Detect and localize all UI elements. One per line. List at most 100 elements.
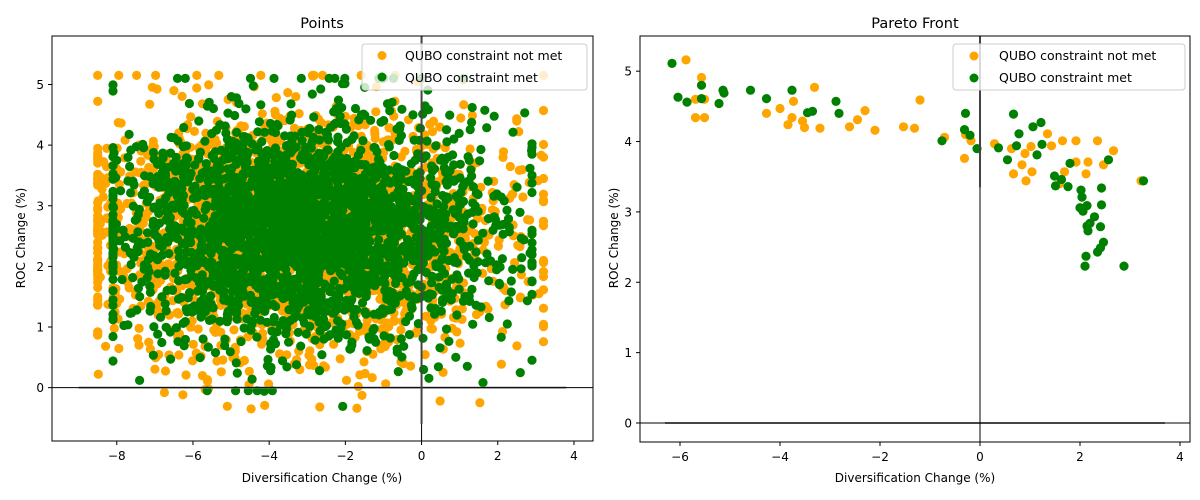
data-point bbox=[151, 222, 161, 232]
data-point bbox=[157, 242, 167, 252]
data-point bbox=[353, 320, 363, 330]
data-point bbox=[286, 99, 296, 109]
data-point bbox=[534, 289, 544, 299]
data-point bbox=[455, 236, 465, 247]
data-point bbox=[138, 139, 148, 149]
data-point bbox=[170, 268, 180, 278]
data-point bbox=[222, 317, 232, 327]
data-point bbox=[355, 204, 365, 214]
data-point bbox=[93, 225, 103, 235]
data-point bbox=[166, 354, 176, 364]
data-point bbox=[194, 116, 204, 126]
data-point bbox=[441, 324, 452, 334]
data-point bbox=[522, 296, 533, 306]
data-point bbox=[146, 301, 156, 312]
data-point bbox=[420, 350, 430, 360]
data-point bbox=[256, 100, 266, 110]
data-point bbox=[284, 337, 294, 347]
data-point bbox=[506, 287, 516, 297]
data-point bbox=[134, 323, 144, 333]
data-point bbox=[174, 261, 184, 271]
data-point bbox=[385, 333, 395, 343]
data-point bbox=[396, 152, 406, 162]
data-point bbox=[255, 315, 266, 325]
data-point bbox=[157, 250, 167, 260]
data-point bbox=[488, 225, 498, 235]
data-point bbox=[161, 322, 171, 332]
data-point bbox=[149, 154, 159, 164]
data-point bbox=[315, 246, 325, 256]
data-point bbox=[150, 229, 160, 239]
data-point bbox=[198, 334, 208, 344]
data-point bbox=[370, 133, 380, 144]
data-point bbox=[187, 316, 197, 326]
data-point bbox=[150, 364, 160, 374]
data-point bbox=[108, 262, 118, 272]
data-point bbox=[444, 336, 454, 346]
data-point bbox=[435, 396, 445, 406]
data-point bbox=[293, 294, 303, 304]
data-point bbox=[257, 109, 267, 119]
data-point bbox=[117, 274, 127, 285]
data-point bbox=[209, 184, 220, 194]
data-point bbox=[468, 198, 478, 208]
data-point bbox=[291, 231, 301, 241]
data-point bbox=[396, 131, 406, 141]
data-point bbox=[185, 234, 195, 244]
data-point bbox=[206, 291, 216, 301]
data-point bbox=[145, 281, 155, 291]
data-point bbox=[382, 294, 392, 304]
data-point bbox=[294, 109, 304, 119]
data-point bbox=[159, 387, 169, 398]
data-point bbox=[214, 70, 224, 80]
data-point bbox=[222, 134, 232, 144]
data-point bbox=[291, 92, 301, 102]
data-point bbox=[513, 240, 523, 250]
data-point bbox=[256, 70, 266, 80]
data-point bbox=[397, 104, 407, 114]
data-point bbox=[486, 256, 496, 266]
data-point bbox=[504, 296, 514, 306]
data-point bbox=[419, 364, 429, 375]
data-point bbox=[525, 163, 535, 173]
data-point bbox=[193, 324, 203, 334]
data-point bbox=[367, 373, 377, 383]
data-point bbox=[145, 99, 155, 109]
data-point bbox=[389, 316, 399, 326]
data-point bbox=[389, 150, 399, 161]
data-point bbox=[355, 370, 365, 380]
data-point bbox=[257, 184, 267, 194]
data-point bbox=[527, 139, 537, 149]
data-point bbox=[498, 152, 508, 162]
data-point bbox=[508, 264, 518, 274]
data-point bbox=[305, 310, 315, 320]
data-point bbox=[217, 262, 227, 272]
data-point bbox=[178, 318, 188, 328]
data-point bbox=[518, 192, 528, 202]
data-point bbox=[248, 81, 258, 91]
data-point bbox=[147, 82, 157, 92]
data-point bbox=[473, 206, 483, 216]
data-point bbox=[504, 227, 514, 237]
data-point bbox=[200, 136, 210, 146]
data-point bbox=[145, 172, 155, 182]
data-point bbox=[151, 70, 161, 80]
data-point bbox=[538, 337, 549, 347]
data-point bbox=[538, 322, 549, 332]
data-point bbox=[275, 283, 285, 293]
data-point bbox=[296, 73, 306, 83]
data-point bbox=[467, 171, 477, 181]
data-point bbox=[427, 127, 437, 137]
data-point bbox=[489, 212, 499, 222]
data-point bbox=[123, 152, 133, 162]
data-point bbox=[326, 122, 336, 132]
data-point bbox=[329, 107, 339, 117]
data-point bbox=[415, 234, 425, 244]
data-point bbox=[108, 219, 118, 229]
data-point bbox=[413, 280, 423, 290]
data-point bbox=[108, 300, 118, 310]
data-point bbox=[476, 302, 486, 312]
data-point bbox=[93, 70, 103, 80]
data-point bbox=[187, 206, 197, 216]
data-point bbox=[342, 232, 352, 242]
